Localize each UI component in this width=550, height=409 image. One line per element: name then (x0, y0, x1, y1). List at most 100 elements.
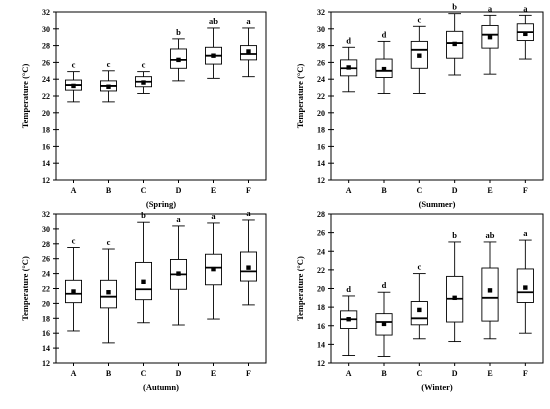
panel-caption: (Winter) (421, 382, 453, 392)
significance-letter: d (382, 29, 387, 39)
y-tick-label: 18 (317, 126, 325, 135)
panel-caption: (Spring) (146, 199, 176, 209)
mean-marker (106, 290, 111, 295)
mean-marker (523, 31, 528, 37)
significance-letter: c (417, 14, 421, 24)
mean-marker (246, 265, 251, 270)
significance-letter: d (346, 35, 351, 45)
x-tick-label: C (416, 369, 422, 378)
y-axis-label: Temperature (°C) (20, 64, 30, 129)
x-tick-label: D (452, 369, 458, 378)
mean-marker (106, 84, 111, 89)
panel-winter: 12 14 16 18 20 22 24 26 28 Temperature (°C) A B C D E F… (295, 210, 544, 392)
mean-marker (452, 41, 457, 47)
y-tick-label: 30 (42, 25, 50, 34)
y-tick-label: 14 (42, 344, 50, 353)
x-tick-label: F (246, 369, 251, 378)
box-D: a (169, 214, 187, 326)
box-A: d (340, 284, 358, 356)
x-tick-label: D (176, 186, 182, 195)
significance-letter: c (72, 60, 76, 70)
x-tick-label: E (211, 369, 216, 378)
significance-letter: b (452, 2, 457, 12)
y-tick-label: 16 (42, 329, 50, 338)
y-tick-label: 26 (42, 58, 50, 67)
x-tick-label: C (141, 369, 147, 378)
y-tick-label: 24 (42, 75, 50, 84)
box-C: c (134, 60, 152, 94)
significance-letter: ab (486, 230, 495, 240)
iqr-box (481, 267, 499, 322)
y-tick-label: 18 (42, 126, 50, 135)
mean-marker (417, 307, 422, 313)
iqr-box (410, 301, 428, 326)
box-D: b (446, 230, 464, 343)
significance-letter: a (488, 3, 493, 13)
mean-marker (487, 35, 493, 40)
x-tick-label: F (523, 369, 528, 378)
mean-marker (523, 285, 528, 290)
significance-letter: c (107, 237, 111, 247)
significance-letter: a (246, 208, 251, 218)
y-tick-label: 32 (317, 8, 325, 17)
panel-caption: (Summer) (419, 199, 456, 209)
panel-autumn: 12 14 16 18 20 22 24 26 28 30 32 Temperature (°C) A B… (20, 208, 267, 392)
x-tick-label: F (523, 186, 528, 195)
significance-letter: b (141, 210, 146, 220)
y-tick-label: 28 (42, 240, 50, 249)
significance-letter: c (72, 236, 76, 246)
box-B: c (99, 59, 117, 103)
mean-marker (71, 83, 76, 89)
mean-marker (417, 53, 422, 58)
box-E: a (204, 211, 222, 320)
y-tick-label: 32 (42, 210, 50, 219)
y-tick-label: 14 (317, 340, 325, 349)
box-A: d (340, 35, 358, 93)
mean-marker (141, 279, 146, 284)
x-tick-label: E (487, 186, 492, 195)
y-tick-label: 14 (317, 159, 325, 168)
x-tick-label: F (246, 186, 251, 195)
y-axis-label: Temperature (°C) (295, 64, 305, 129)
y-tick-label: 26 (42, 255, 50, 264)
significance-letter: ab (209, 16, 218, 26)
significance-letter: a (523, 228, 528, 238)
box-C: b (134, 210, 152, 324)
y-tick-label: 30 (317, 25, 325, 34)
y-tick-label: 22 (317, 266, 325, 275)
y-tick-label: 28 (42, 42, 50, 51)
y-tick-label: 22 (42, 92, 50, 101)
mean-marker (346, 317, 351, 322)
mean-marker (141, 80, 146, 85)
x-tick-label: B (106, 369, 112, 378)
box-D: b (169, 27, 187, 82)
y-tick-label: 12 (317, 359, 325, 368)
y-tick-label: 16 (42, 142, 50, 151)
y-tick-label: 28 (317, 210, 325, 219)
panel-caption: (Autumn) (143, 382, 179, 392)
y-axis-label: Temperature (°C) (20, 256, 30, 321)
significance-letter: a (176, 214, 181, 224)
mean-marker (381, 321, 387, 327)
panel-spring: 12 14 16 18 20 22 24 26 28 30 32 Temperature (°C) A B… (20, 8, 267, 209)
box-F: a (239, 208, 257, 306)
y-tick-label: 20 (317, 285, 325, 294)
box-B: d (375, 280, 393, 357)
significance-letter: a (523, 3, 528, 13)
box-D: b (446, 2, 464, 76)
y-tick-label: 20 (42, 109, 50, 118)
y-tick-label: 16 (317, 322, 325, 331)
y-tick-label: 22 (42, 285, 50, 294)
x-tick-label: C (141, 186, 147, 195)
x-tick-label: B (381, 369, 387, 378)
y-tick-label: 32 (42, 8, 50, 17)
y-tick-label: 12 (317, 176, 325, 185)
box-E: ab (481, 230, 499, 340)
box-E: ab (204, 16, 222, 79)
mean-marker (452, 295, 457, 301)
y-tick-label: 12 (42, 359, 50, 368)
x-tick-label: B (381, 186, 387, 195)
x-tick-label: D (452, 186, 458, 195)
x-tick-label: A (346, 186, 352, 195)
box-B: c (99, 237, 117, 344)
